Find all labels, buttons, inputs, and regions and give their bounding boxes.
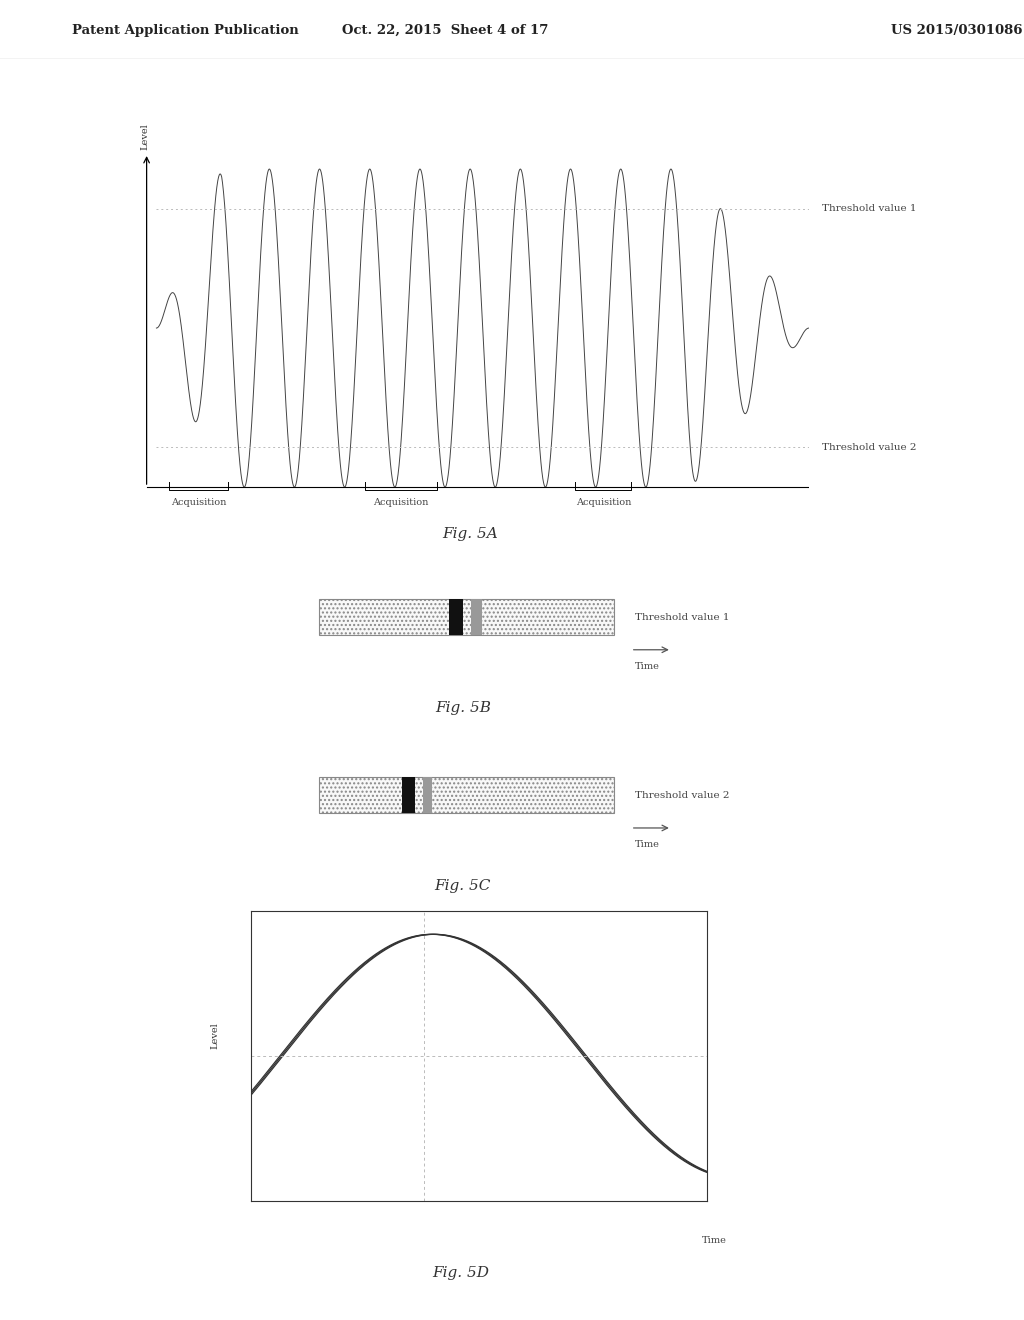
- Text: Threshold value 1: Threshold value 1: [635, 612, 729, 622]
- Bar: [319, 777, 614, 813]
- Text: Acquisition: Acquisition: [171, 498, 226, 507]
- Text: Level: Level: [140, 123, 150, 150]
- Text: Fig. 5C: Fig. 5C: [434, 879, 492, 892]
- Text: Fig. 5B: Fig. 5B: [435, 701, 490, 714]
- Text: Acquisition: Acquisition: [374, 498, 429, 507]
- Text: Threshold value 2: Threshold value 2: [822, 442, 916, 451]
- Text: Time: Time: [635, 841, 659, 849]
- Text: Threshold value 1: Threshold value 1: [822, 205, 916, 214]
- Bar: [423, 777, 432, 813]
- Text: Oct. 22, 2015  Sheet 4 of 17: Oct. 22, 2015 Sheet 4 of 17: [342, 24, 549, 37]
- Text: Threshold value 2: Threshold value 2: [635, 791, 729, 800]
- Bar: [319, 599, 614, 635]
- Text: Level: Level: [210, 1022, 219, 1048]
- Text: Time: Time: [702, 1236, 727, 1245]
- Text: Fig. 5A: Fig. 5A: [441, 527, 498, 541]
- Text: Time: Time: [635, 663, 659, 671]
- Text: Patent Application Publication: Patent Application Publication: [72, 24, 298, 37]
- Bar: [450, 599, 463, 635]
- Text: US 2015/0301086 A1: US 2015/0301086 A1: [891, 24, 1024, 37]
- Text: Fig. 5D: Fig. 5D: [432, 1266, 489, 1280]
- Bar: [402, 777, 416, 813]
- Bar: [471, 599, 481, 635]
- Text: Acquisition: Acquisition: [575, 498, 631, 507]
